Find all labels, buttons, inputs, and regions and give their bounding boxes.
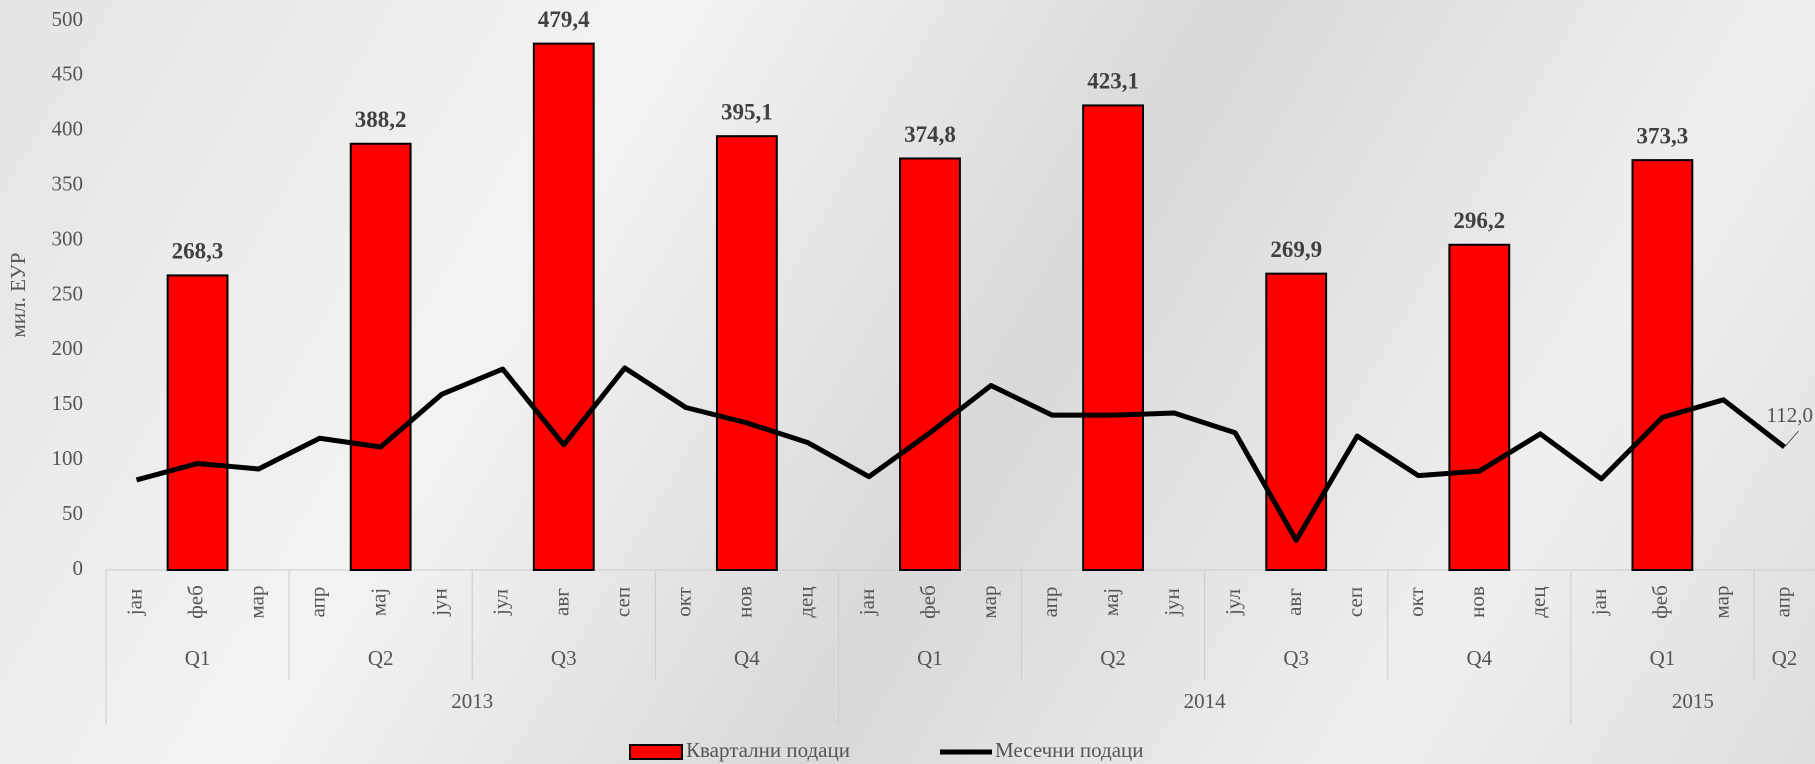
y-tick-label: 100 — [52, 446, 84, 470]
x-tick-label: феб — [916, 585, 940, 619]
x-tick-label: нов — [733, 586, 757, 618]
x-tick-label: јан — [122, 589, 146, 616]
data-label: 395,1 — [721, 99, 773, 124]
x-tick-label: мај — [1099, 588, 1123, 616]
x-tick-label: окт — [672, 587, 696, 617]
bar — [1265, 272, 1328, 571]
quarter-label: Q2 — [1772, 646, 1798, 670]
x-tick-label: јул — [489, 589, 513, 616]
y-tick-label: 0 — [73, 556, 84, 580]
bar — [715, 135, 778, 571]
x-tick-label: јан — [1587, 589, 1611, 616]
year-label: 2015 — [1672, 689, 1714, 713]
x-tick-label: феб — [183, 585, 207, 619]
bar — [899, 157, 961, 571]
bar — [1631, 159, 1694, 571]
data-label: 479,4 — [538, 7, 590, 32]
x-tick-label: мар — [244, 586, 268, 619]
quarter-label: Q1 — [185, 646, 211, 670]
x-tick-label: сеп — [611, 587, 635, 617]
line — [135, 365, 1787, 543]
x-tick-label: авг — [550, 588, 574, 616]
x-tick-label: нов — [1465, 586, 1489, 618]
y-tick-label: 300 — [52, 226, 84, 250]
bar — [1082, 104, 1144, 572]
y-tick-label: 350 — [52, 172, 84, 196]
data-label: 388,2 — [355, 107, 407, 132]
x-tick-label: мај — [366, 588, 390, 616]
x-tick-label: окт — [1404, 587, 1428, 617]
legend-label: Месечни подаци — [995, 738, 1144, 762]
x-tick-label: јан — [855, 589, 879, 616]
quarter-label: Q2 — [1100, 646, 1126, 670]
quarter-label: Q2 — [368, 646, 394, 670]
x-tick-label: феб — [1648, 585, 1672, 619]
y-tick-label: 50 — [62, 501, 83, 525]
y-axis-label: мил. ЕУР — [6, 253, 30, 338]
x-tick-label: мар — [977, 586, 1001, 619]
label-leader — [1784, 430, 1799, 448]
legend-label: Квартални подаци — [686, 738, 850, 762]
y-tick-label: 450 — [52, 62, 84, 86]
bar — [532, 42, 595, 572]
x-tick-label: јун — [1160, 588, 1184, 617]
x-tick-label: мар — [1709, 586, 1733, 619]
quarter-label: Q1 — [1650, 646, 1676, 670]
x-tick-label: апр — [1038, 587, 1062, 618]
data-label: 423,1 — [1087, 69, 1139, 94]
x-tick-label: јун — [428, 588, 452, 617]
bar — [166, 274, 229, 571]
data-label: 112,0 — [1767, 403, 1813, 427]
quarter-label: Q3 — [551, 646, 577, 670]
y-tick-label: 150 — [52, 391, 84, 415]
quarter-label: Q1 — [917, 646, 943, 670]
y-tick-label: 200 — [52, 336, 84, 360]
legend-swatch — [629, 744, 683, 760]
data-label: 373,3 — [1637, 123, 1689, 148]
data-label: 374,8 — [904, 122, 956, 147]
x-tick-label: дец — [1526, 586, 1550, 617]
y-tick-label: 500 — [52, 7, 84, 31]
quarter-label: Q4 — [734, 646, 760, 670]
x-tick-label: јул — [1221, 589, 1245, 616]
y-tick-label: 400 — [52, 117, 84, 141]
x-tick-label: сеп — [1343, 587, 1367, 617]
data-label: 268,3 — [172, 239, 224, 264]
data-label: 296,2 — [1453, 208, 1505, 233]
bar — [1448, 243, 1511, 571]
y-tick-label: 250 — [52, 281, 84, 305]
x-tick-label: дец — [794, 586, 818, 617]
year-label: 2013 — [451, 689, 493, 713]
x-tick-label: апр — [1770, 587, 1794, 618]
bar — [349, 142, 412, 571]
data-label: 269,9 — [1270, 237, 1322, 262]
year-label: 2014 — [1184, 689, 1227, 713]
quarter-label: Q3 — [1283, 646, 1309, 670]
x-tick-label: апр — [305, 587, 329, 618]
quarter-label: Q4 — [1466, 646, 1492, 670]
x-tick-label: авг — [1282, 588, 1306, 616]
